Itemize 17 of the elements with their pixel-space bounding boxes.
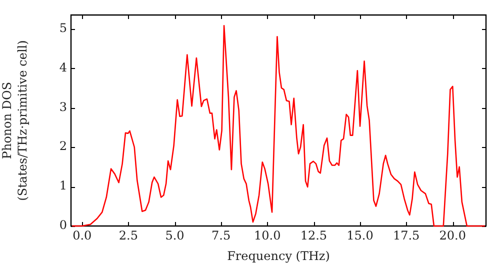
x-tick-label: 2.5: [118, 228, 138, 242]
x-tick-label: 17.5: [392, 228, 420, 242]
y-tick-label: 3: [59, 100, 67, 114]
y-tick-label: 1: [59, 178, 67, 193]
x-tick-label: 7.5: [212, 228, 231, 242]
x-tick-label: 0.0: [72, 228, 92, 242]
x-tick-label: 20.0: [439, 228, 466, 242]
y-axis-title: Phonon DOS (States/THz·primitive cell): [0, 40, 30, 201]
y-tick-label: 0: [59, 218, 67, 232]
x-axis-title: Frequency (THz): [227, 248, 330, 263]
x-tick-label: 10.0: [254, 228, 281, 242]
x-tick-label: 5.0: [165, 228, 184, 242]
y-tick-label: 5: [59, 20, 67, 35]
y-tick-label: 2: [59, 139, 67, 154]
x-tick-label: 15.0: [346, 228, 374, 242]
y-tick-label: 4: [59, 60, 68, 74]
x-tick-label: 12.5: [300, 228, 328, 242]
